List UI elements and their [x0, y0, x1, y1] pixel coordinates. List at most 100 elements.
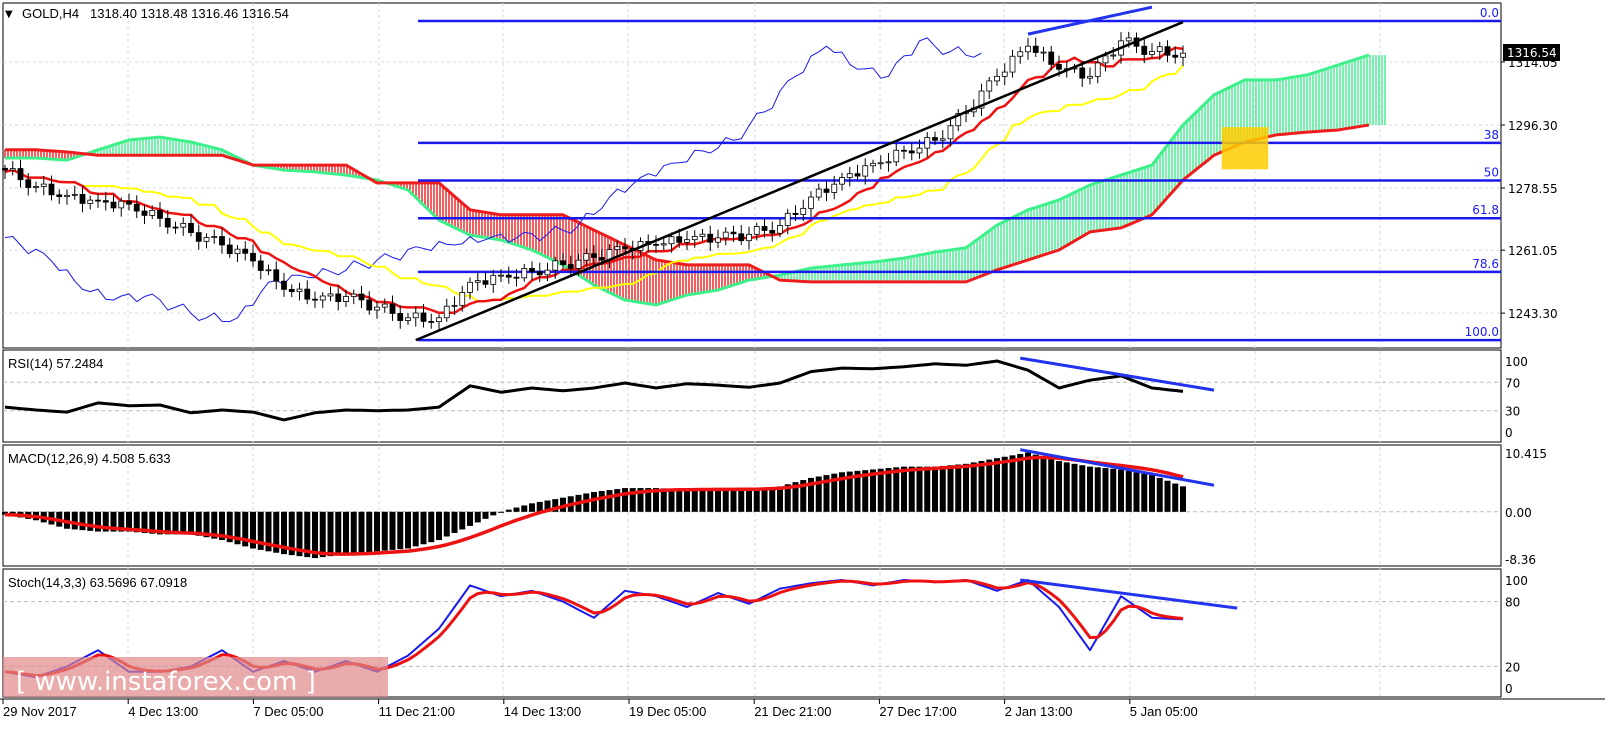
candle — [1079, 67, 1086, 79]
macd-histogram-bar — [498, 511, 504, 513]
macd-histogram-bar — [343, 511, 349, 555]
time-tick-label: 11 Dec 21:00 — [379, 704, 455, 719]
axes: 1314.051296.301278.551261.051243.301316.… — [2, 44, 1560, 719]
macd-histogram-bar — [157, 511, 163, 535]
candle — [1172, 54, 1179, 58]
candle — [412, 312, 419, 319]
candle — [722, 231, 729, 239]
candle — [932, 137, 938, 141]
macd-histogram-bar — [195, 511, 202, 536]
macd-histogram-bar — [955, 464, 962, 512]
macd-histogram-bar — [660, 488, 667, 512]
candle — [839, 177, 845, 185]
macd-histogram-bar — [188, 511, 194, 535]
macd-histogram-bar — [676, 488, 683, 512]
candle — [986, 80, 993, 92]
macd-histogram-bar — [893, 467, 900, 512]
time-tick-label: 19 Dec 05:00 — [629, 704, 706, 719]
macd-histogram-bar — [722, 489, 729, 512]
ohlc-values: 1318.40 1318.48 1316.46 1316.54 — [90, 6, 289, 21]
candle — [110, 201, 117, 209]
macd-histogram-bar — [808, 477, 814, 512]
candle — [490, 274, 497, 285]
rsi-tick-label: 70 — [1505, 376, 1520, 390]
candle — [870, 162, 876, 167]
macd-histogram-bar — [288, 511, 295, 556]
macd-histogram-bar — [110, 511, 117, 532]
macd-histogram-bar — [389, 511, 396, 550]
rsi-panel-frame — [2, 349, 1502, 443]
current-price-box — [1503, 44, 1560, 61]
macd-histogram-bar — [591, 492, 597, 512]
macd-histogram-bar — [916, 466, 923, 512]
macd-histogram-bar — [978, 460, 985, 512]
candle — [676, 236, 683, 243]
macd-histogram-bar — [653, 488, 659, 512]
macd-histogram-bar — [1141, 473, 1148, 512]
fib-level-label: 38 — [1484, 128, 1499, 142]
macd-histogram-bar — [397, 511, 404, 550]
senkou-span-a — [5, 53, 1370, 307]
macd-histogram-bar — [1025, 452, 1031, 512]
candle — [653, 243, 659, 246]
candle — [234, 248, 241, 255]
candle — [1001, 71, 1008, 77]
candle — [381, 303, 388, 308]
macd-histogram-bar — [335, 511, 342, 556]
macd-histogram-bar — [932, 466, 938, 512]
macd-histogram-bar — [1017, 453, 1024, 512]
candle — [1156, 46, 1163, 52]
macd-histogram-bar — [312, 511, 318, 559]
candle — [226, 244, 233, 255]
macd-histogram-bar — [1094, 467, 1101, 512]
macd-histogram-bar — [645, 488, 652, 512]
macd-histogram-bar — [490, 511, 497, 516]
candle — [250, 252, 256, 262]
grid — [3, 3, 1501, 697]
candle — [536, 271, 543, 276]
candle — [350, 293, 357, 297]
macd-histogram-bar — [102, 511, 109, 532]
macd-histogram-bar — [234, 511, 241, 545]
candle — [64, 194, 70, 197]
candle — [808, 196, 814, 209]
macd-histogram-bar — [839, 472, 845, 512]
macd-histogram-bar — [1063, 462, 1070, 512]
candle — [451, 304, 458, 307]
stoch-title: Stoch(14,3,3) 63.5696 67.0918 — [8, 575, 187, 590]
rsi-tick-label: 100 — [1505, 355, 1528, 369]
fib-level-label: 78.6 — [1472, 257, 1499, 271]
macd-histogram-bar — [420, 511, 427, 545]
candle — [1110, 54, 1117, 57]
candle — [738, 233, 745, 242]
target-zone — [1221, 127, 1269, 170]
macd-histogram-bar — [118, 511, 125, 532]
watermark-logo: [ www.instaforex.com ] — [16, 667, 316, 697]
macd-histogram-bar — [777, 486, 783, 512]
rsi-title: RSI(14) 57.2484 — [8, 356, 103, 371]
macd-plot — [2, 448, 1501, 559]
candle — [17, 168, 24, 181]
macd-tick-label: -8.36 — [1505, 553, 1536, 567]
candle — [467, 281, 473, 293]
candle — [893, 149, 900, 163]
macd-histogram-bar — [924, 466, 931, 512]
candle — [296, 288, 303, 293]
divergence-line — [1027, 5, 1153, 36]
candle — [1125, 37, 1132, 42]
macd-histogram-bar — [877, 468, 884, 512]
macd-histogram-bar — [963, 463, 969, 512]
symbol-dropdown-icon[interactable]: ▼ — [5, 9, 13, 20]
candle — [567, 264, 574, 269]
candle — [877, 162, 884, 165]
time-tick-label: 5 Jan 05:00 — [1130, 704, 1198, 719]
candle — [126, 200, 132, 205]
candle — [319, 295, 326, 301]
rsi-tick-label: 30 — [1505, 405, 1520, 419]
macd-histogram-bar — [730, 489, 737, 512]
candle — [924, 137, 931, 149]
macd-histogram-bar — [970, 462, 977, 512]
candle — [560, 260, 566, 265]
candle — [56, 194, 63, 197]
divergence-line — [1019, 448, 1215, 487]
